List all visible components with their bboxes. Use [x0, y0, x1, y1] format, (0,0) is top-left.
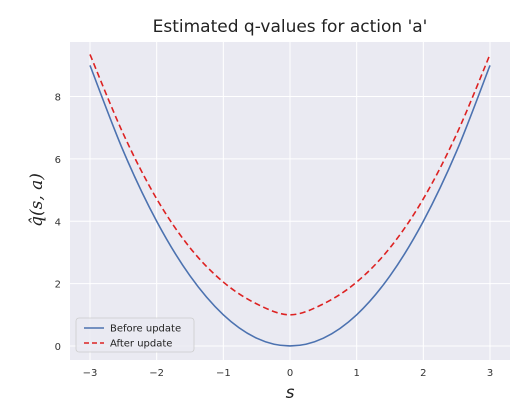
y-tick-label: 0 — [55, 342, 61, 353]
tick-labels: −3 −2 −1 0 1 2 3 0 2 4 6 8 — [55, 93, 494, 379]
x-tick-label: −2 — [149, 368, 164, 379]
legend-label-after-update: After update — [110, 339, 172, 350]
series-lines — [89, 54, 491, 347]
y-tick-label: 6 — [55, 155, 61, 166]
y-tick-label: 8 — [55, 93, 61, 104]
x-tick-label: 1 — [353, 368, 359, 379]
x-tick-label: 0 — [287, 368, 293, 379]
chart-title: Estimated q-values for action 'a' — [153, 17, 428, 37]
y-axis-label: q̂(s, a) — [27, 173, 47, 227]
legend-box — [75, 317, 195, 353]
y-tick-label: 4 — [55, 217, 61, 228]
x-tick-label: 2 — [420, 368, 426, 379]
x-tick-label: −1 — [216, 368, 231, 379]
legend: Before update After update — [75, 317, 195, 353]
series-line-before-update — [89, 65, 491, 347]
y-tick-label: 2 — [55, 280, 61, 291]
legend-label-before-update: Before update — [110, 324, 181, 335]
x-tick-label: 3 — [487, 368, 493, 379]
x-tick-label: −3 — [83, 368, 98, 379]
x-axis-label: s — [286, 383, 295, 403]
